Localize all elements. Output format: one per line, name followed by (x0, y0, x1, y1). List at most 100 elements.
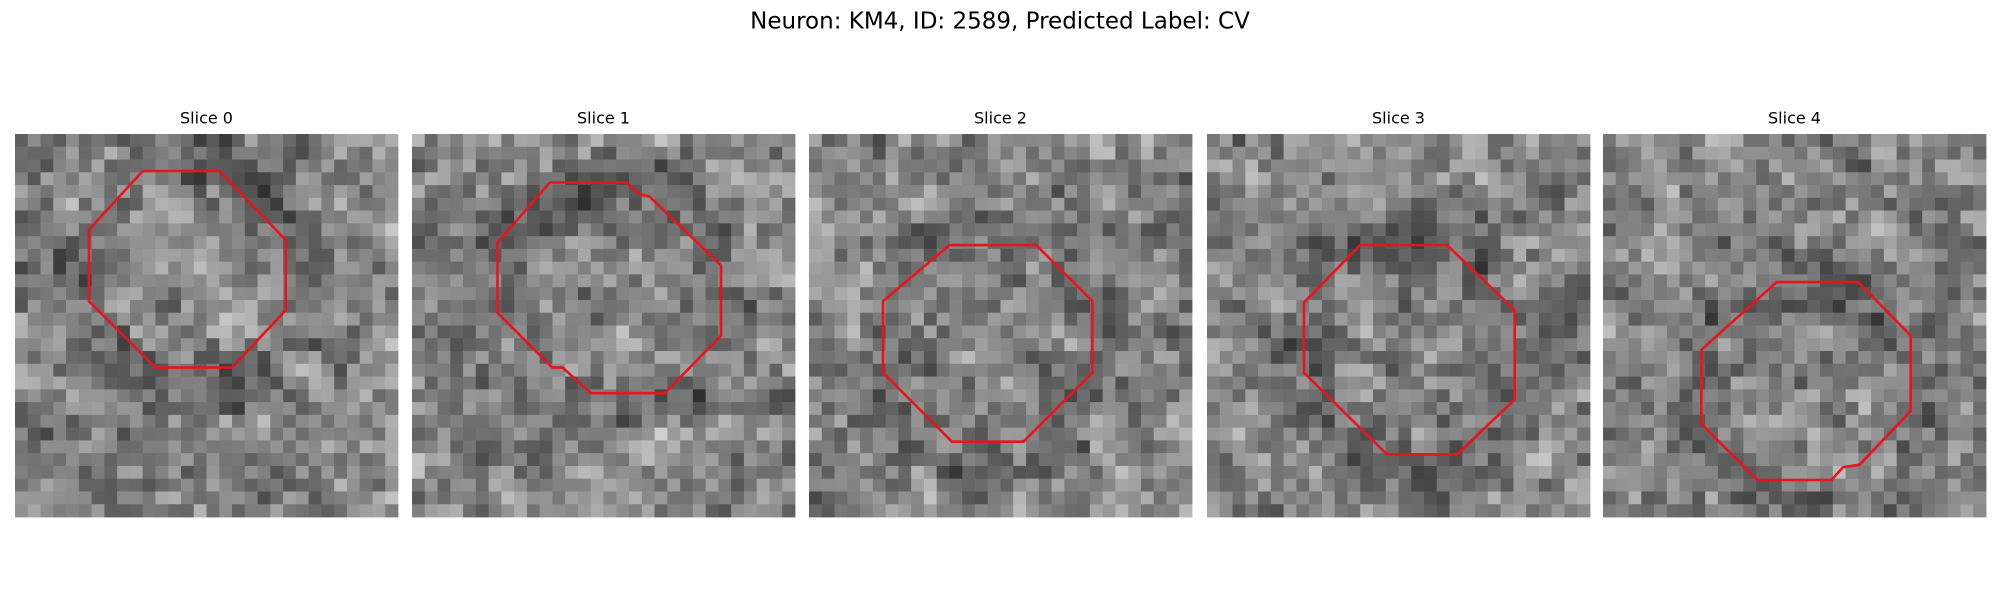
pixel (1666, 159, 1680, 173)
pixel (821, 287, 835, 301)
pixel (1411, 440, 1425, 454)
pixel (53, 134, 67, 148)
pixel (437, 172, 451, 186)
pixel (193, 172, 207, 186)
pixel (514, 504, 528, 518)
pixel (1564, 223, 1578, 237)
pixel (1283, 299, 1297, 314)
pixel (552, 185, 566, 199)
pixel (1654, 491, 1668, 505)
pixel (1385, 287, 1399, 301)
pixel (949, 325, 963, 339)
pixel (91, 312, 105, 326)
pixel (1026, 325, 1040, 339)
pixel (424, 504, 438, 518)
pixel (295, 197, 310, 211)
pixel (104, 299, 118, 314)
pixel (488, 274, 502, 288)
pixel (1743, 491, 1757, 505)
pixel (847, 504, 861, 518)
pixel (155, 389, 169, 403)
pixel (1756, 402, 1770, 416)
pixel (1179, 478, 1193, 492)
pixel (15, 363, 29, 377)
pixel (565, 146, 579, 160)
pixel (1207, 478, 1221, 492)
pixel (359, 210, 373, 224)
pixel (590, 159, 604, 173)
pixel (667, 261, 681, 275)
pixel (577, 197, 592, 211)
pixel (769, 389, 783, 403)
pixel (718, 248, 732, 263)
pixel (860, 478, 874, 492)
pixel (1309, 159, 1323, 173)
pixel (616, 402, 630, 416)
pixel (1232, 478, 1246, 492)
pixel (1038, 146, 1052, 160)
pixel (91, 134, 105, 148)
pixel (488, 134, 502, 148)
pixel (616, 453, 630, 467)
pixel (257, 312, 271, 326)
pixel (1026, 248, 1040, 263)
pixel (1372, 504, 1387, 518)
pixel (1526, 223, 1540, 237)
pixel (1628, 465, 1642, 480)
pixel (539, 504, 553, 518)
pixel (1743, 338, 1757, 352)
pixel (1179, 465, 1193, 480)
pixel (295, 491, 310, 505)
pixel (1679, 172, 1693, 186)
pixel (66, 491, 80, 505)
pixel (1603, 146, 1617, 160)
pixel (232, 287, 246, 301)
pixel (731, 338, 745, 352)
pixel (1641, 414, 1655, 429)
pixel (667, 248, 681, 263)
pixel (1845, 478, 1859, 492)
pixel (923, 197, 938, 211)
pixel (1089, 274, 1104, 288)
pixel (809, 287, 823, 301)
pixel (1743, 504, 1757, 518)
pixel (1360, 236, 1374, 250)
pixel (27, 172, 41, 186)
pixel (142, 261, 156, 275)
pixel (987, 261, 1001, 275)
pixel (654, 299, 668, 314)
pixel (1960, 376, 1974, 390)
pixel (1577, 261, 1591, 275)
pixel (1283, 338, 1297, 352)
pixel (860, 427, 874, 441)
pixel (501, 312, 515, 326)
pixel (1934, 223, 1949, 237)
pixel (1462, 159, 1476, 173)
pixel (346, 504, 361, 518)
pixel (1717, 134, 1732, 148)
pixel (641, 478, 655, 492)
pixel (1372, 338, 1387, 352)
pixel (412, 274, 426, 288)
pixel (949, 376, 963, 390)
pixel (1462, 312, 1476, 326)
pixel (898, 299, 912, 314)
pixel (743, 427, 758, 441)
pixel (117, 453, 131, 467)
pixel (1730, 287, 1744, 301)
pixel (756, 159, 770, 173)
pixel (168, 427, 182, 441)
pixel (898, 363, 912, 377)
pixel (629, 299, 643, 314)
pixel (232, 427, 246, 441)
pixel (1832, 287, 1846, 301)
pixel (308, 363, 322, 377)
pixel (1398, 453, 1412, 467)
pixel (1500, 172, 1514, 186)
pixel (334, 274, 348, 288)
pixel (1896, 453, 1910, 467)
pixel (1538, 134, 1553, 148)
pixel (346, 274, 361, 288)
pixel (667, 287, 681, 301)
pixel (1513, 134, 1527, 148)
